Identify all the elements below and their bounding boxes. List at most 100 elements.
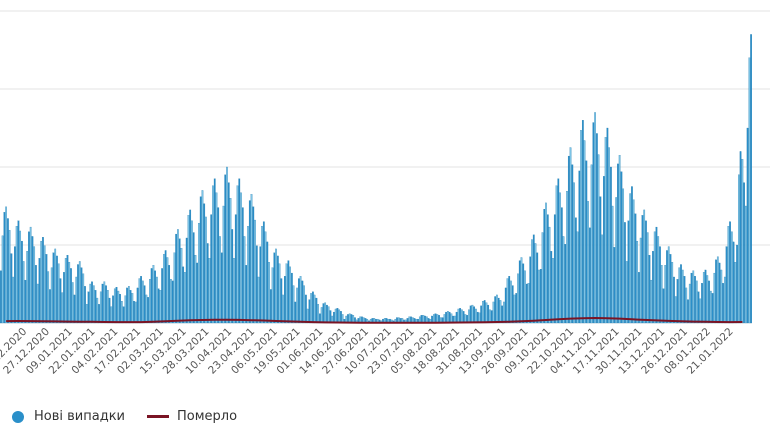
case-bar — [113, 288, 116, 324]
case-bar — [673, 276, 675, 324]
case-bar — [35, 265, 37, 324]
case-bar — [457, 308, 460, 324]
case-bar — [511, 285, 514, 324]
case-bar — [196, 262, 199, 324]
case-bar — [54, 248, 57, 324]
case-bar — [461, 309, 463, 324]
case-bar — [475, 308, 477, 324]
case-bar — [112, 295, 114, 324]
case-bar — [469, 305, 472, 324]
case-bar — [271, 267, 274, 324]
case-bar — [434, 313, 437, 324]
case-bar — [518, 260, 521, 324]
case-bar — [704, 269, 707, 324]
case-bar — [247, 226, 249, 324]
case-bar — [334, 308, 337, 324]
case-bar — [624, 222, 626, 324]
case-bar — [508, 276, 511, 324]
case-bar — [189, 209, 192, 324]
case-bar — [678, 267, 681, 324]
case-bar — [681, 269, 684, 324]
case-bar — [17, 220, 20, 324]
case-bar — [517, 273, 519, 324]
case-bar — [103, 281, 106, 324]
case-bar — [178, 238, 181, 324]
case-bar — [543, 208, 546, 324]
case-bar — [587, 201, 589, 324]
case-bar — [685, 287, 688, 324]
case-bar — [638, 272, 640, 324]
case-bar — [529, 256, 532, 324]
case-bar — [156, 276, 158, 324]
deaths-line — [6, 316, 743, 324]
case-bar — [599, 196, 602, 324]
case-bar — [124, 295, 127, 324]
case-bar — [233, 258, 235, 324]
x-axis-labels: 14.12.202027.12.202009.01.202122.01.2021… — [0, 326, 736, 377]
case-bar — [694, 276, 696, 324]
case-bar — [632, 199, 635, 324]
case-bar — [329, 310, 332, 324]
case-bar — [690, 272, 693, 324]
case-bar — [21, 240, 23, 324]
case-bar — [94, 290, 97, 324]
case-bar — [524, 270, 526, 324]
case-bar — [504, 287, 507, 324]
case-bar — [299, 276, 302, 324]
case-bar — [643, 209, 646, 324]
case-bar — [520, 257, 523, 324]
case-bar — [231, 229, 234, 324]
case-bar — [5, 206, 7, 324]
case-bar — [142, 280, 144, 324]
case-bar — [36, 283, 39, 324]
case-bar — [550, 251, 553, 324]
case-bar — [336, 308, 339, 324]
case-bar — [322, 303, 325, 324]
case-bar — [75, 276, 78, 324]
case-bar — [622, 188, 625, 324]
case-bar — [152, 265, 155, 324]
case-bar — [480, 305, 483, 324]
case-bar — [77, 264, 79, 324]
case-bar — [310, 293, 312, 324]
case-bar — [702, 272, 705, 324]
legend-item-cases[interactable]: Нові випадки — [12, 409, 125, 424]
case-bar — [667, 246, 670, 324]
case-bar — [110, 306, 113, 324]
case-bar — [240, 192, 242, 324]
case-bar — [99, 291, 102, 324]
case-bar — [606, 127, 609, 324]
case-bar — [655, 226, 658, 324]
case-bar — [462, 311, 465, 324]
case-bar — [8, 230, 11, 324]
case-bar — [455, 311, 458, 324]
case-bar — [641, 215, 644, 324]
case-bar — [608, 147, 610, 324]
case-bar — [492, 301, 495, 324]
case-bar — [1, 235, 4, 324]
case-bar — [513, 294, 516, 324]
case-bar — [515, 293, 518, 324]
case-bar — [680, 264, 682, 324]
case-bar — [296, 287, 298, 324]
case-bar — [22, 261, 25, 324]
case-bar — [546, 214, 549, 324]
case-bar — [98, 304, 100, 324]
case-bar — [459, 308, 461, 324]
case-bar — [182, 266, 185, 324]
legend-item-deaths[interactable]: Померло — [147, 409, 237, 424]
case-bar — [324, 302, 327, 324]
case-bar — [273, 252, 276, 324]
case-bar — [134, 301, 137, 324]
case-bar — [306, 308, 309, 324]
case-bar — [468, 309, 470, 324]
case-bar — [227, 182, 230, 324]
case-bar — [171, 280, 174, 324]
case-bar — [73, 294, 76, 324]
case-bar — [236, 185, 239, 324]
case-bar — [106, 290, 109, 324]
case-bar — [676, 279, 679, 324]
case-bar — [259, 246, 262, 324]
case-bar — [741, 159, 744, 324]
